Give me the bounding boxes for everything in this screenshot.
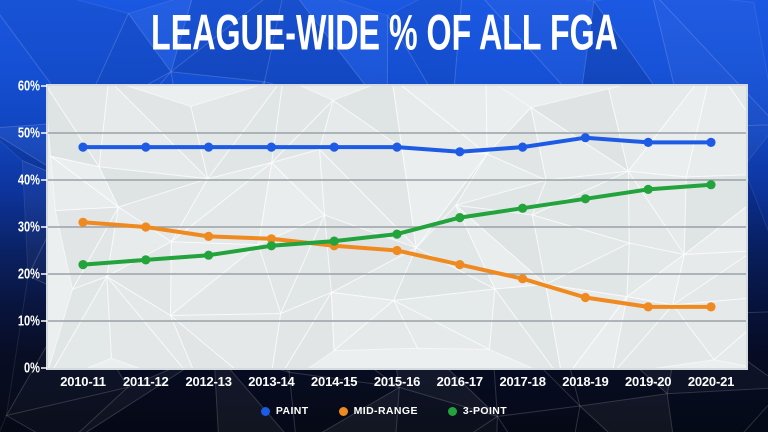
y-tick-mark bbox=[41, 367, 47, 369]
data-point-paint-2015-16 bbox=[392, 142, 402, 152]
data-point-3-point-2020-21 bbox=[706, 180, 716, 190]
chart-title: LEAGUE-WIDE % OF ALL FGA bbox=[150, 3, 618, 61]
y-tick-label-60%: 60% bbox=[17, 77, 40, 94]
data-point-mid-range-2017-18 bbox=[518, 274, 528, 284]
legend: PAINT MID-RANGE 3-POINT bbox=[0, 402, 768, 420]
plot-triangles bbox=[48, 86, 746, 368]
data-point-mid-range-2018-19 bbox=[580, 292, 591, 303]
y-tick-mark bbox=[41, 320, 47, 322]
data-point-mid-range-2016-17 bbox=[455, 260, 465, 270]
data-point-paint-2019-20 bbox=[643, 137, 653, 147]
y-tick-mark bbox=[41, 273, 47, 275]
data-point-mid-range-2020-21 bbox=[706, 302, 716, 312]
data-point-paint-2016-17 bbox=[455, 147, 465, 157]
data-point-mid-range-2013-14 bbox=[266, 234, 276, 244]
gridlines bbox=[48, 132, 746, 322]
data-point-mid-range-2011-12 bbox=[141, 222, 151, 232]
y-tick-label-30%: 30% bbox=[17, 218, 40, 235]
x-tick-label-2014-15: 2014-15 bbox=[311, 374, 358, 389]
x-tick-label-2012-13: 2012-13 bbox=[185, 374, 232, 389]
y-tick-label-0%: 0% bbox=[23, 359, 40, 376]
plot-canvas bbox=[48, 86, 746, 368]
y-tick-mark bbox=[41, 132, 47, 134]
series-paint bbox=[78, 133, 716, 157]
y-tick-mark bbox=[41, 179, 47, 181]
data-point-mid-range-2010-11 bbox=[78, 217, 88, 227]
data-point-3-point-2016-17 bbox=[455, 213, 465, 223]
data-point-mid-range-2015-16 bbox=[392, 245, 402, 256]
data-point-paint-2011-12 bbox=[141, 142, 151, 152]
x-tick-label-2019-20: 2019-20 bbox=[625, 374, 672, 389]
chart-title-band: LEAGUE-WIDE % OF ALL FGA bbox=[0, 0, 768, 64]
series-mid-range bbox=[78, 217, 716, 312]
series-3-point bbox=[78, 180, 716, 270]
data-point-3-point-2012-13 bbox=[204, 250, 214, 260]
data-point-3-point-2017-18 bbox=[518, 203, 528, 213]
x-tick-label-2010-11: 2010-11 bbox=[60, 374, 106, 389]
data-point-paint-2020-21 bbox=[706, 137, 716, 147]
x-tick-label-2016-17: 2016-17 bbox=[436, 374, 484, 389]
data-point-3-point-2019-20 bbox=[643, 184, 653, 194]
x-tick-label-2018-19: 2018-19 bbox=[562, 374, 609, 389]
data-point-3-point-2011-12 bbox=[141, 255, 151, 265]
y-tick-mark bbox=[41, 226, 47, 228]
data-point-3-point-2018-19 bbox=[580, 194, 591, 204]
y-tick-label-10%: 10% bbox=[17, 312, 40, 329]
data-point-paint-2018-19 bbox=[580, 133, 591, 143]
y-tick-label-50%: 50% bbox=[17, 124, 40, 141]
y-tick-mark bbox=[41, 85, 47, 87]
plot-area bbox=[46, 84, 748, 370]
data-point-paint-2012-13 bbox=[204, 142, 214, 152]
data-point-3-point-2015-16 bbox=[392, 229, 402, 239]
legend-item-mid-range: MID-RANGE bbox=[338, 405, 418, 417]
data-point-paint-2010-11 bbox=[78, 142, 88, 152]
x-tick-label-2017-18: 2017-18 bbox=[499, 374, 546, 389]
legend-dot-icon bbox=[447, 406, 457, 416]
x-tick-label-2013-14: 2013-14 bbox=[248, 374, 295, 389]
legend-item-paint: PAINT bbox=[260, 405, 309, 417]
data-point-paint-2013-14 bbox=[266, 142, 276, 152]
x-tick-label-2011-12: 2011-12 bbox=[123, 374, 169, 389]
legend-item-3-point: 3-POINT bbox=[447, 405, 508, 417]
data-point-mid-range-2019-20 bbox=[643, 302, 653, 312]
legend-label: PAINT bbox=[275, 405, 309, 417]
y-tick-label-40%: 40% bbox=[17, 171, 40, 188]
legend-dot-icon bbox=[338, 406, 348, 416]
x-tick-label-2020-21: 2020-21 bbox=[687, 374, 735, 389]
data-point-3-point-2014-15 bbox=[329, 236, 339, 246]
x-tick-label-2015-16: 2015-16 bbox=[373, 374, 421, 389]
data-point-3-point-2013-14 bbox=[266, 241, 276, 251]
legend-label: MID-RANGE bbox=[353, 405, 418, 417]
legend-label: 3-POINT bbox=[462, 405, 508, 417]
data-point-mid-range-2012-13 bbox=[204, 231, 214, 241]
data-point-paint-2017-18 bbox=[518, 142, 528, 152]
data-point-3-point-2010-11 bbox=[78, 260, 88, 270]
data-point-paint-2014-15 bbox=[329, 142, 339, 152]
y-tick-label-20%: 20% bbox=[17, 265, 40, 282]
legend-dot-icon bbox=[260, 406, 270, 416]
